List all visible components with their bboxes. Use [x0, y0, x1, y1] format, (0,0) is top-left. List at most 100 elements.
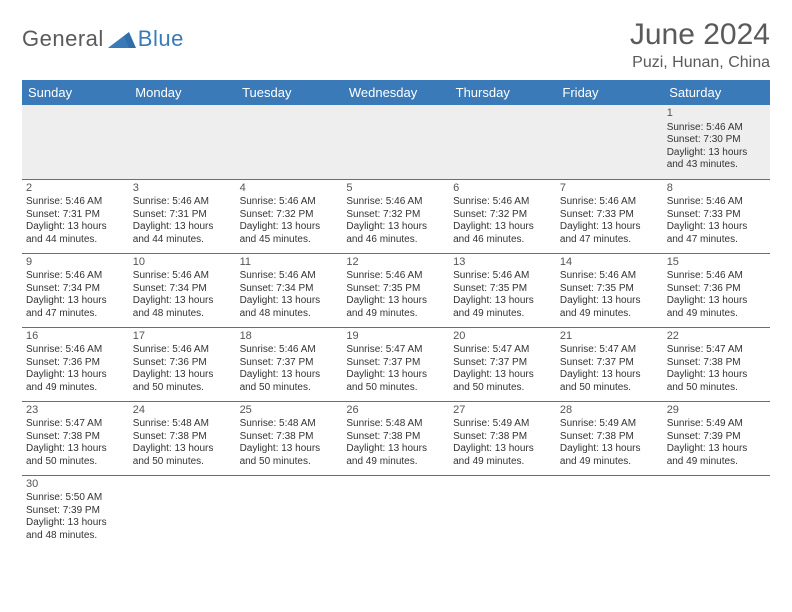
- calendar-day: 10Sunrise: 5:46 AMSunset: 7:34 PMDayligh…: [129, 253, 236, 327]
- daylight-text: Daylight: 13 hours and 45 minutes.: [240, 221, 339, 246]
- day-number: 9: [26, 256, 125, 270]
- day-number: 13: [453, 256, 552, 270]
- calendar-day: 12Sunrise: 5:46 AMSunset: 7:35 PMDayligh…: [342, 253, 449, 327]
- sunset-text: Sunset: 7:37 PM: [346, 357, 445, 370]
- daylight-text: Daylight: 13 hours and 50 minutes.: [453, 369, 552, 394]
- sunrise-text: Sunrise: 5:48 AM: [133, 418, 232, 431]
- calendar-empty: [129, 105, 236, 179]
- daylight-text: Daylight: 13 hours and 49 minutes.: [453, 295, 552, 320]
- day-header: Tuesday: [236, 80, 343, 105]
- sunrise-text: Sunrise: 5:46 AM: [453, 270, 552, 283]
- calendar-day: 19Sunrise: 5:47 AMSunset: 7:37 PMDayligh…: [342, 327, 449, 401]
- daylight-text: Daylight: 13 hours and 44 minutes.: [133, 221, 232, 246]
- calendar-empty: [236, 105, 343, 179]
- day-header-row: SundayMondayTuesdayWednesdayThursdayFrid…: [22, 80, 770, 105]
- sunset-text: Sunset: 7:31 PM: [26, 209, 125, 222]
- day-number: 4: [240, 182, 339, 196]
- sunset-text: Sunset: 7:34 PM: [240, 283, 339, 296]
- calendar-week: 16Sunrise: 5:46 AMSunset: 7:36 PMDayligh…: [22, 327, 770, 401]
- daylight-text: Daylight: 13 hours and 50 minutes.: [240, 369, 339, 394]
- sunrise-text: Sunrise: 5:49 AM: [453, 418, 552, 431]
- calendar-day: 29Sunrise: 5:49 AMSunset: 7:39 PMDayligh…: [663, 401, 770, 475]
- sunrise-text: Sunrise: 5:46 AM: [240, 196, 339, 209]
- daylight-text: Daylight: 13 hours and 50 minutes.: [667, 369, 766, 394]
- calendar-day: 1Sunrise: 5:46 AMSunset: 7:30 PMDaylight…: [663, 105, 770, 179]
- calendar-day: 4Sunrise: 5:46 AMSunset: 7:32 PMDaylight…: [236, 179, 343, 253]
- day-number: 7: [560, 182, 659, 196]
- sunset-text: Sunset: 7:35 PM: [453, 283, 552, 296]
- daylight-text: Daylight: 13 hours and 48 minutes.: [240, 295, 339, 320]
- sunrise-text: Sunrise: 5:46 AM: [667, 196, 766, 209]
- day-header: Monday: [129, 80, 236, 105]
- calendar-day: 30Sunrise: 5:50 AMSunset: 7:39 PMDayligh…: [22, 475, 129, 549]
- calendar-day: 9Sunrise: 5:46 AMSunset: 7:34 PMDaylight…: [22, 253, 129, 327]
- daylight-text: Daylight: 13 hours and 46 minutes.: [346, 221, 445, 246]
- day-number: 2: [26, 182, 125, 196]
- calendar-day: 20Sunrise: 5:47 AMSunset: 7:37 PMDayligh…: [449, 327, 556, 401]
- sunset-text: Sunset: 7:37 PM: [240, 357, 339, 370]
- calendar-week: 1Sunrise: 5:46 AMSunset: 7:30 PMDaylight…: [22, 105, 770, 179]
- calendar-day: 15Sunrise: 5:46 AMSunset: 7:36 PMDayligh…: [663, 253, 770, 327]
- daylight-text: Daylight: 13 hours and 47 minutes.: [26, 295, 125, 320]
- daylight-text: Daylight: 13 hours and 50 minutes.: [133, 443, 232, 468]
- sunrise-text: Sunrise: 5:47 AM: [453, 344, 552, 357]
- sunrise-text: Sunrise: 5:46 AM: [26, 196, 125, 209]
- calendar-day: 13Sunrise: 5:46 AMSunset: 7:35 PMDayligh…: [449, 253, 556, 327]
- calendar-empty: [22, 105, 129, 179]
- day-number: 23: [26, 404, 125, 418]
- page-header: General Blue June 2024 Puzi, Hunan, Chin…: [22, 18, 770, 72]
- calendar-day: 28Sunrise: 5:49 AMSunset: 7:38 PMDayligh…: [556, 401, 663, 475]
- calendar-day: 21Sunrise: 5:47 AMSunset: 7:37 PMDayligh…: [556, 327, 663, 401]
- day-number: 3: [133, 182, 232, 196]
- sunset-text: Sunset: 7:32 PM: [240, 209, 339, 222]
- sunset-text: Sunset: 7:36 PM: [26, 357, 125, 370]
- sunrise-text: Sunrise: 5:46 AM: [560, 196, 659, 209]
- sunrise-text: Sunrise: 5:47 AM: [26, 418, 125, 431]
- day-number: 28: [560, 404, 659, 418]
- sunrise-text: Sunrise: 5:46 AM: [560, 270, 659, 283]
- calendar-table: SundayMondayTuesdayWednesdayThursdayFrid…: [22, 80, 770, 549]
- day-number: 29: [667, 404, 766, 418]
- sunrise-text: Sunrise: 5:46 AM: [346, 270, 445, 283]
- calendar-day: 27Sunrise: 5:49 AMSunset: 7:38 PMDayligh…: [449, 401, 556, 475]
- sunrise-text: Sunrise: 5:46 AM: [240, 270, 339, 283]
- day-number: 25: [240, 404, 339, 418]
- sunrise-text: Sunrise: 5:49 AM: [560, 418, 659, 431]
- calendar-day: 23Sunrise: 5:47 AMSunset: 7:38 PMDayligh…: [22, 401, 129, 475]
- sunrise-text: Sunrise: 5:46 AM: [667, 122, 766, 135]
- sunrise-text: Sunrise: 5:47 AM: [667, 344, 766, 357]
- sunset-text: Sunset: 7:36 PM: [133, 357, 232, 370]
- calendar-day: 11Sunrise: 5:46 AMSunset: 7:34 PMDayligh…: [236, 253, 343, 327]
- sunrise-text: Sunrise: 5:46 AM: [133, 344, 232, 357]
- day-number: 14: [560, 256, 659, 270]
- daylight-text: Daylight: 13 hours and 48 minutes.: [133, 295, 232, 320]
- calendar-empty: [449, 105, 556, 179]
- calendar-empty: [556, 475, 663, 549]
- sunset-text: Sunset: 7:38 PM: [667, 357, 766, 370]
- daylight-text: Daylight: 13 hours and 47 minutes.: [560, 221, 659, 246]
- daylight-text: Daylight: 13 hours and 49 minutes.: [560, 443, 659, 468]
- calendar-empty: [342, 475, 449, 549]
- day-number: 6: [453, 182, 552, 196]
- day-number: 16: [26, 330, 125, 344]
- calendar-day: 26Sunrise: 5:48 AMSunset: 7:38 PMDayligh…: [342, 401, 449, 475]
- calendar-empty: [663, 475, 770, 549]
- day-number: 5: [346, 182, 445, 196]
- sunset-text: Sunset: 7:37 PM: [453, 357, 552, 370]
- calendar-week: 9Sunrise: 5:46 AMSunset: 7:34 PMDaylight…: [22, 253, 770, 327]
- sunrise-text: Sunrise: 5:49 AM: [667, 418, 766, 431]
- day-number: 1: [667, 107, 766, 121]
- calendar-day: 6Sunrise: 5:46 AMSunset: 7:32 PMDaylight…: [449, 179, 556, 253]
- calendar-empty: [449, 475, 556, 549]
- calendar-day: 5Sunrise: 5:46 AMSunset: 7:32 PMDaylight…: [342, 179, 449, 253]
- brand-part2: Blue: [138, 26, 184, 52]
- daylight-text: Daylight: 13 hours and 49 minutes.: [26, 369, 125, 394]
- sunset-text: Sunset: 7:33 PM: [667, 209, 766, 222]
- sunset-text: Sunset: 7:37 PM: [560, 357, 659, 370]
- daylight-text: Daylight: 13 hours and 49 minutes.: [346, 443, 445, 468]
- title-block: June 2024 Puzi, Hunan, China: [630, 18, 770, 72]
- daylight-text: Daylight: 13 hours and 43 minutes.: [667, 147, 766, 172]
- day-number: 21: [560, 330, 659, 344]
- day-header: Saturday: [663, 80, 770, 105]
- calendar-day: 17Sunrise: 5:46 AMSunset: 7:36 PMDayligh…: [129, 327, 236, 401]
